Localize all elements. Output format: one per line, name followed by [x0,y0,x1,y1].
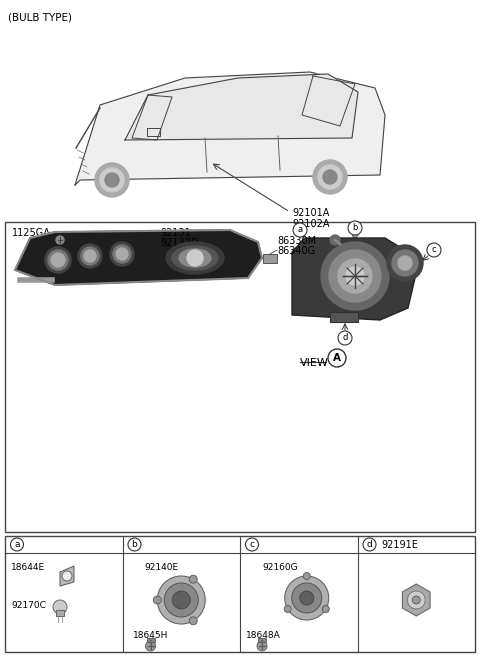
Circle shape [48,250,68,270]
Text: 92191E: 92191E [382,539,419,550]
Circle shape [189,575,197,583]
Text: 18648A: 18648A [246,631,281,640]
Circle shape [387,245,423,281]
Circle shape [84,250,96,262]
Circle shape [62,571,72,581]
Circle shape [157,576,205,624]
Circle shape [398,256,412,270]
Text: a: a [14,540,20,549]
Circle shape [300,591,314,605]
Polygon shape [15,230,262,285]
Circle shape [51,253,65,267]
Circle shape [95,163,129,197]
Circle shape [11,538,24,551]
Circle shape [257,641,267,651]
Circle shape [293,223,307,237]
Polygon shape [125,74,358,140]
Circle shape [284,605,291,613]
Circle shape [363,538,376,551]
Circle shape [292,583,322,613]
Text: 92102A: 92102A [292,219,329,229]
Text: 92170C: 92170C [11,601,46,610]
Ellipse shape [172,246,218,270]
Circle shape [189,617,197,625]
Circle shape [105,173,119,187]
Circle shape [45,247,71,273]
Text: 18644E: 18644E [11,563,45,572]
Circle shape [164,583,198,617]
Circle shape [348,221,362,235]
Circle shape [330,235,340,245]
Circle shape [53,600,67,614]
Polygon shape [60,566,74,586]
Text: 18645H: 18645H [132,631,168,640]
Circle shape [153,596,161,604]
Circle shape [285,576,329,620]
Circle shape [329,250,381,302]
Circle shape [392,250,418,276]
Circle shape [318,165,342,189]
Polygon shape [75,72,385,185]
Text: d: d [367,540,372,549]
Circle shape [427,243,441,257]
Circle shape [313,160,347,194]
Ellipse shape [179,249,211,267]
Bar [258,638,266,642]
Circle shape [338,259,372,293]
Circle shape [128,538,141,551]
Text: 86340G: 86340G [277,246,315,256]
Bar [330,312,358,322]
Text: 86330M: 86330M [277,236,316,246]
Circle shape [113,245,131,263]
Circle shape [321,242,389,310]
Circle shape [338,331,352,345]
Circle shape [346,267,364,285]
Circle shape [323,170,337,184]
Text: a: a [298,226,302,234]
Circle shape [81,247,99,265]
Circle shape [245,538,259,551]
Ellipse shape [166,242,224,274]
Text: d: d [342,333,348,342]
Circle shape [412,596,420,604]
Text: 92131: 92131 [160,228,191,238]
Bar [5,222,475,532]
Circle shape [172,591,190,609]
Text: c: c [250,540,254,549]
Bar [56,610,64,616]
Circle shape [328,349,346,367]
Circle shape [145,641,156,651]
Bar [263,254,277,263]
Circle shape [100,168,124,192]
Circle shape [187,250,203,266]
Polygon shape [402,584,430,616]
Text: b: b [132,540,137,549]
Bar [5,536,475,652]
Text: 92101A: 92101A [292,208,329,218]
Circle shape [322,605,329,613]
Text: (BULB TYPE): (BULB TYPE) [8,12,72,22]
Text: 1125GA: 1125GA [12,228,51,238]
Polygon shape [292,238,415,320]
Circle shape [110,242,134,266]
Bar [146,638,155,642]
Text: A: A [333,353,341,363]
Circle shape [303,573,310,579]
Text: 92160G: 92160G [262,563,298,572]
Text: 92132D: 92132D [160,238,199,248]
Text: VIEW: VIEW [300,358,329,368]
Circle shape [116,248,128,260]
Circle shape [407,591,425,609]
Text: c: c [432,245,436,255]
Text: b: b [352,224,358,232]
Circle shape [78,244,102,268]
Text: 92140E: 92140E [144,563,179,572]
Circle shape [56,236,64,244]
